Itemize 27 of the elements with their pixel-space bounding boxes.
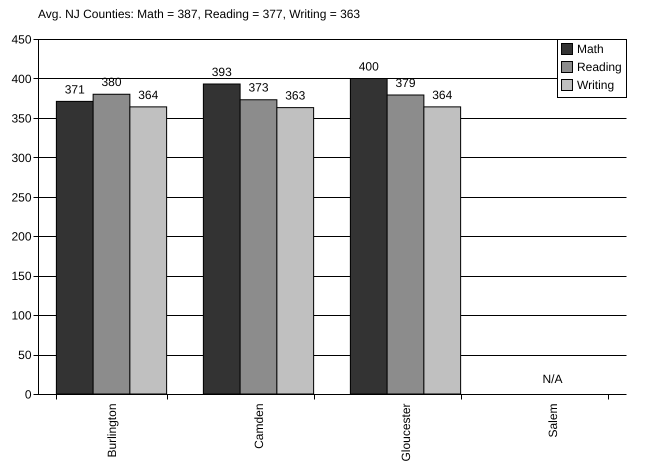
y-tick-label: 50 xyxy=(18,348,32,362)
chart-title: Avg. NJ Counties: Math = 387, Reading = 377, Writing = 363 xyxy=(38,7,360,21)
x-tick-label: Gloucester xyxy=(399,404,413,462)
y-tick-label: 400 xyxy=(11,72,32,86)
x-tick-label: Salem xyxy=(546,404,560,438)
data-label: 371 xyxy=(64,82,86,96)
y-tick-label: 300 xyxy=(11,150,32,165)
y-tick-label: 100 xyxy=(11,308,32,323)
data-label: 364 xyxy=(432,88,453,102)
x-tick-label: Camden xyxy=(252,404,266,449)
legend-label: Reading xyxy=(577,60,622,74)
y-tick-label: 350 xyxy=(11,111,32,126)
x-tick-label: Burlington xyxy=(105,404,119,458)
legend-label: Writing xyxy=(577,78,614,92)
data-label: 364 xyxy=(138,88,159,102)
annotation: N/A xyxy=(542,372,563,386)
data-label: 400 xyxy=(358,59,380,74)
data-label: 363 xyxy=(285,88,306,103)
data-label: 379 xyxy=(395,76,416,90)
data-label: 373 xyxy=(248,80,269,95)
legend-label: Math xyxy=(577,42,604,56)
y-tick-label: 150 xyxy=(11,269,32,284)
y-tick-label: 450 xyxy=(11,32,32,46)
y-tick-label: 250 xyxy=(11,190,32,204)
data-label: 393 xyxy=(212,64,232,79)
y-tick-label: 200 xyxy=(11,230,32,244)
y-tick-label: 0 xyxy=(24,388,32,402)
